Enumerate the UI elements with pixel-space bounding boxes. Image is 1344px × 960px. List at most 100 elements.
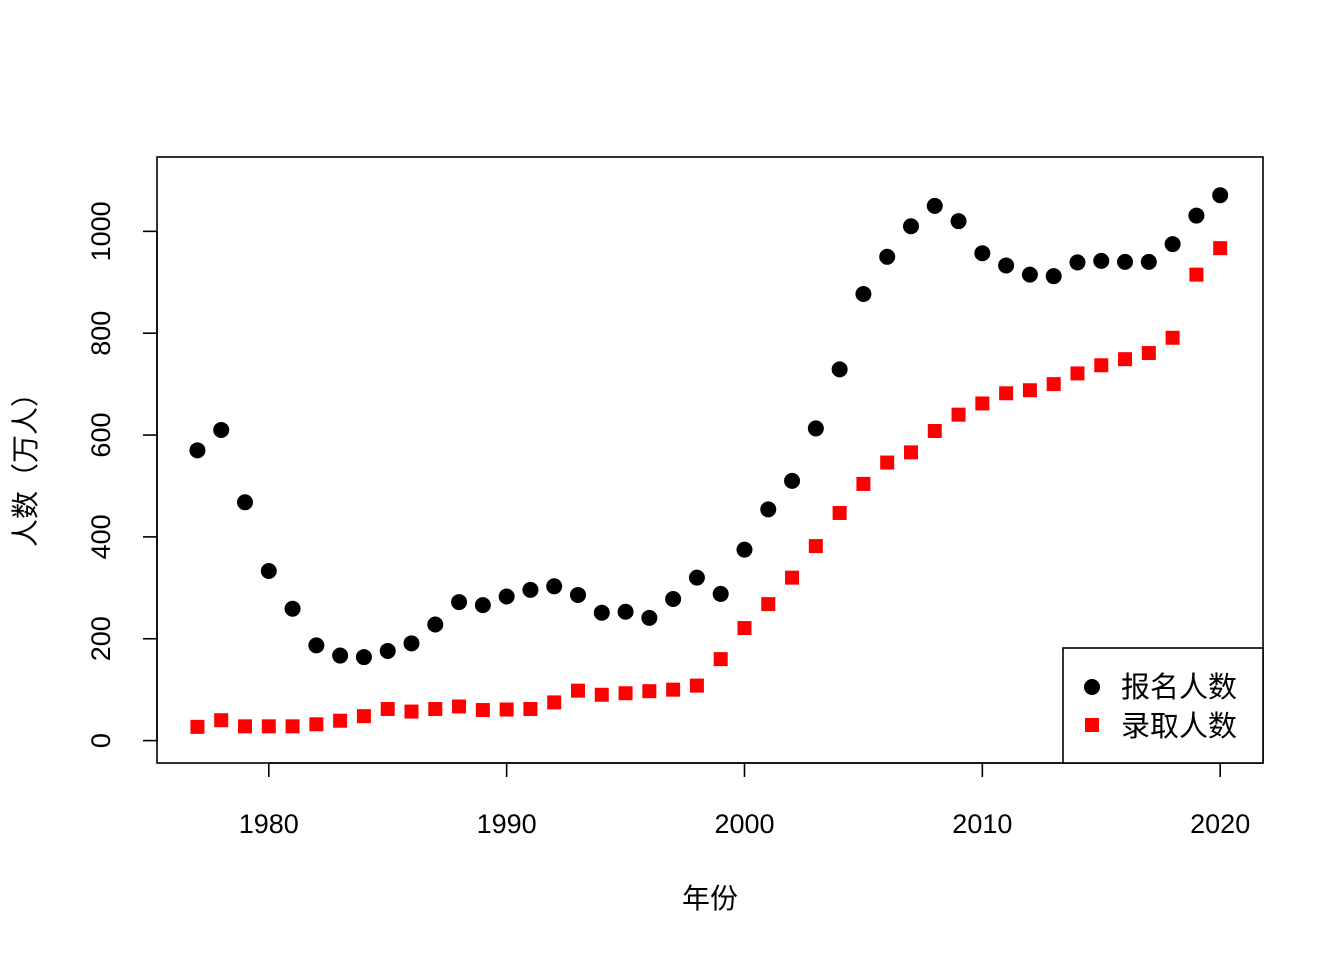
point-admit-2008 bbox=[927, 423, 942, 438]
point-apply-1988 bbox=[451, 594, 468, 611]
y-tick-label-200: 200 bbox=[86, 616, 116, 661]
point-apply-1979 bbox=[237, 494, 254, 511]
point-apply-1983 bbox=[332, 647, 349, 664]
point-admit-1990 bbox=[499, 702, 514, 717]
point-apply-1986 bbox=[403, 635, 420, 652]
y-axis-title: 人数（万人） bbox=[9, 379, 42, 547]
x-axis-title: 年份 bbox=[682, 882, 738, 915]
point-admit-2005 bbox=[856, 476, 871, 491]
y-tick-label-400: 400 bbox=[86, 514, 116, 559]
point-admit-1984 bbox=[356, 709, 371, 724]
point-apply-1999 bbox=[712, 585, 729, 602]
point-admit-1994 bbox=[594, 687, 609, 702]
point-admit-2013 bbox=[1046, 377, 1061, 392]
point-apply-1994 bbox=[593, 604, 610, 621]
x-tick-label-2000: 2000 bbox=[714, 809, 774, 839]
point-admit-1998 bbox=[689, 678, 704, 693]
legend-marker-apply bbox=[1084, 679, 1100, 695]
point-apply-2020 bbox=[1212, 187, 1229, 204]
point-apply-1984 bbox=[355, 649, 372, 666]
legend-marker-admit bbox=[1085, 718, 1099, 732]
x-axis-ticks: 1980 1990 2000 2010 2020 bbox=[239, 763, 1250, 839]
series-admit bbox=[190, 241, 1228, 734]
point-admit-2011 bbox=[999, 386, 1014, 401]
point-admit-1988 bbox=[452, 699, 467, 714]
point-apply-2002 bbox=[784, 472, 801, 489]
point-apply-1992 bbox=[546, 578, 563, 595]
x-tick-label-2020: 2020 bbox=[1190, 809, 1250, 839]
x-tick-label-1990: 1990 bbox=[477, 809, 537, 839]
point-apply-1982 bbox=[308, 637, 325, 654]
point-admit-1986 bbox=[404, 704, 419, 719]
point-admit-2019 bbox=[1189, 267, 1204, 282]
point-apply-2019 bbox=[1188, 207, 1205, 224]
point-apply-2015 bbox=[1093, 252, 1110, 269]
point-admit-1987 bbox=[428, 702, 443, 717]
point-admit-2007 bbox=[903, 445, 918, 460]
point-apply-1978 bbox=[213, 421, 230, 438]
point-apply-2000 bbox=[736, 541, 753, 558]
point-admit-1982 bbox=[309, 717, 324, 732]
y-axis-ticks: 0 200 400 600 800 1000 bbox=[86, 201, 157, 748]
point-apply-2012 bbox=[1021, 266, 1038, 283]
data-points bbox=[189, 187, 1229, 734]
point-admit-2012 bbox=[1022, 383, 1037, 398]
point-apply-1996 bbox=[641, 609, 658, 626]
point-admit-1997 bbox=[666, 682, 681, 697]
point-apply-2017 bbox=[1140, 253, 1157, 270]
point-admit-2017 bbox=[1141, 346, 1156, 361]
point-apply-2014 bbox=[1069, 254, 1086, 271]
point-apply-2013 bbox=[1045, 268, 1062, 285]
point-apply-1980 bbox=[260, 563, 277, 580]
point-admit-2018 bbox=[1165, 330, 1180, 345]
point-apply-2016 bbox=[1117, 253, 1134, 270]
point-apply-2001 bbox=[760, 501, 777, 518]
point-admit-1996 bbox=[642, 684, 657, 699]
point-apply-1987 bbox=[427, 616, 444, 633]
point-apply-1981 bbox=[284, 600, 301, 617]
point-apply-2018 bbox=[1164, 236, 1181, 253]
point-apply-1995 bbox=[617, 603, 634, 620]
point-admit-1978 bbox=[214, 713, 229, 728]
point-admit-1995 bbox=[618, 686, 633, 701]
point-apply-1990 bbox=[498, 588, 515, 605]
y-tick-label-1000: 1000 bbox=[86, 201, 116, 261]
point-admit-1992 bbox=[547, 695, 562, 710]
point-apply-1997 bbox=[665, 591, 682, 608]
x-tick-label-1980: 1980 bbox=[239, 809, 299, 839]
point-apply-2006 bbox=[879, 248, 896, 265]
point-admit-1979 bbox=[238, 719, 253, 734]
legend-label-admit: 录取人数 bbox=[1121, 709, 1237, 743]
point-apply-2011 bbox=[998, 257, 1015, 274]
point-apply-2004 bbox=[831, 361, 848, 378]
point-admit-1999 bbox=[713, 652, 728, 667]
point-apply-1993 bbox=[569, 586, 586, 603]
point-admit-2010 bbox=[975, 396, 990, 411]
point-admit-2001 bbox=[761, 597, 776, 612]
point-admit-2002 bbox=[785, 570, 800, 585]
point-admit-1993 bbox=[570, 683, 585, 698]
point-admit-2020 bbox=[1213, 241, 1228, 256]
point-apply-2009 bbox=[950, 213, 967, 230]
point-apply-2003 bbox=[807, 420, 824, 437]
point-apply-1991 bbox=[522, 581, 539, 598]
point-admit-1980 bbox=[261, 719, 276, 734]
legend-box bbox=[1062, 647, 1264, 764]
point-apply-2007 bbox=[902, 218, 919, 235]
y-tick-label-800: 800 bbox=[86, 311, 116, 356]
point-admit-2015 bbox=[1094, 358, 1109, 373]
point-apply-2008 bbox=[926, 197, 943, 214]
point-admit-2004 bbox=[832, 505, 847, 520]
series-apply bbox=[189, 187, 1229, 666]
point-admit-1983 bbox=[333, 713, 348, 728]
y-tick-label-0: 0 bbox=[86, 733, 116, 748]
point-apply-1977 bbox=[189, 442, 206, 459]
point-admit-2000 bbox=[737, 621, 752, 636]
point-apply-2010 bbox=[974, 245, 991, 262]
point-admit-1981 bbox=[285, 719, 300, 734]
point-admit-2009 bbox=[951, 407, 966, 422]
point-admit-1985 bbox=[380, 702, 395, 717]
point-admit-2014 bbox=[1070, 366, 1085, 381]
point-apply-1998 bbox=[688, 569, 705, 586]
